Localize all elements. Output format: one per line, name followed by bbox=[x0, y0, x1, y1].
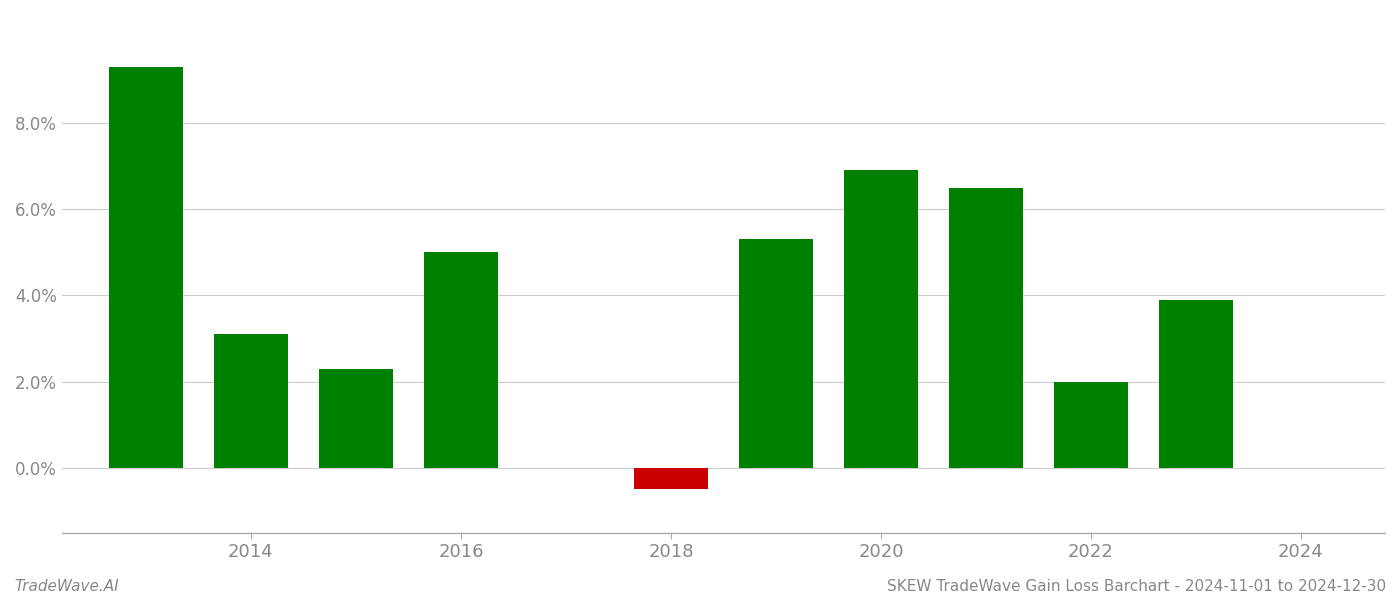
Text: SKEW TradeWave Gain Loss Barchart - 2024-11-01 to 2024-12-30: SKEW TradeWave Gain Loss Barchart - 2024… bbox=[886, 579, 1386, 594]
Bar bbox=[1054, 382, 1128, 468]
Bar bbox=[739, 239, 812, 468]
Bar bbox=[424, 252, 497, 468]
Bar bbox=[109, 67, 182, 468]
Bar bbox=[634, 468, 707, 490]
Bar bbox=[844, 170, 918, 468]
Text: TradeWave.AI: TradeWave.AI bbox=[14, 579, 119, 594]
Bar bbox=[1159, 299, 1233, 468]
Bar bbox=[214, 334, 287, 468]
Bar bbox=[319, 368, 392, 468]
Bar bbox=[949, 188, 1023, 468]
